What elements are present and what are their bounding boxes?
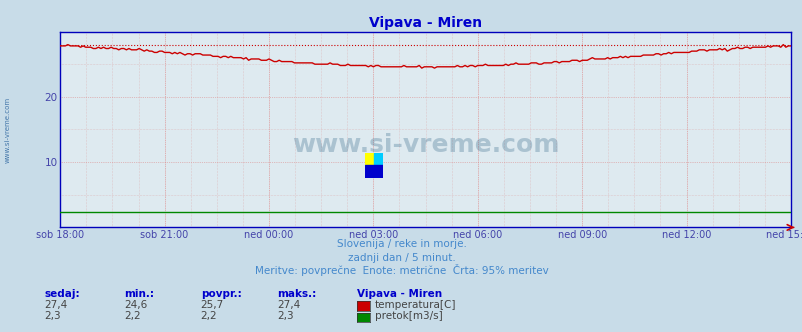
Text: www.si-vreme.com: www.si-vreme.com xyxy=(5,96,11,163)
Text: www.si-vreme.com: www.si-vreme.com xyxy=(291,133,559,157)
Text: 27,4: 27,4 xyxy=(277,300,300,310)
Text: 2,2: 2,2 xyxy=(124,311,141,321)
Text: temperatura[C]: temperatura[C] xyxy=(375,300,456,310)
Text: povpr.:: povpr.: xyxy=(200,289,241,299)
Text: Meritve: povprečne  Enote: metrične  Črta: 95% meritev: Meritve: povprečne Enote: metrične Črta:… xyxy=(254,264,548,276)
Text: sedaj:: sedaj: xyxy=(44,289,79,299)
Text: min.:: min.: xyxy=(124,289,154,299)
Text: 2,3: 2,3 xyxy=(277,311,294,321)
Text: Slovenija / reke in morje.: Slovenija / reke in morje. xyxy=(336,239,466,249)
Bar xyxy=(365,165,383,178)
Text: 24,6: 24,6 xyxy=(124,300,148,310)
Title: Vipava - Miren: Vipava - Miren xyxy=(369,16,481,30)
Text: zadnji dan / 5 minut.: zadnji dan / 5 minut. xyxy=(347,253,455,263)
Text: Vipava - Miren: Vipava - Miren xyxy=(357,289,442,299)
Bar xyxy=(374,153,383,165)
Text: 25,7: 25,7 xyxy=(200,300,224,310)
Text: 27,4: 27,4 xyxy=(44,300,67,310)
Text: 2,3: 2,3 xyxy=(44,311,61,321)
Text: 2,2: 2,2 xyxy=(200,311,217,321)
Text: pretok[m3/s]: pretok[m3/s] xyxy=(375,311,442,321)
Bar xyxy=(365,153,374,165)
Text: maks.:: maks.: xyxy=(277,289,316,299)
